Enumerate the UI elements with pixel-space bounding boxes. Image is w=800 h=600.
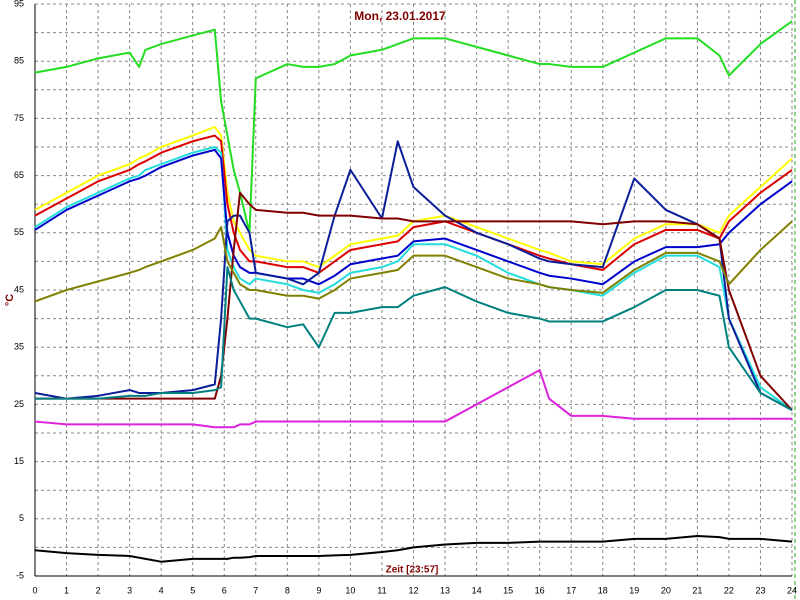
y-tick-label: 15 [14,456,24,466]
x-tick-label: 19 [629,585,639,595]
x-tick-label: 16 [535,585,545,595]
x-tick-label: 13 [440,585,450,595]
x-tick-label: 23 [755,585,765,595]
y-axis-label: °C [4,294,16,306]
y-tick-label: -5 [16,570,24,580]
chart-title: Mon, 23.01.2017 [354,9,446,23]
y-tick-label: 45 [14,284,24,294]
y-tick-label: 25 [14,399,24,409]
x-tick-label: 21 [692,585,702,595]
y-tick-label: 55 [14,227,24,237]
x-axis-label: Zeit [23:57] [386,565,439,576]
series-line [34,134,793,274]
series-line [34,148,793,286]
x-tick-label: 0 [32,585,37,595]
y-tick-label: 35 [14,342,24,352]
series-line [34,20,793,234]
x-tick-label: 10 [345,585,355,595]
series-line [34,534,793,563]
x-tick-label: 8 [285,585,290,595]
x-tick-label: 1 [64,585,69,595]
series-line [34,369,792,429]
x-tick-label: 22 [724,585,734,595]
series-line [35,266,793,411]
x-tick-label: 5 [190,585,195,595]
x-tick-label: 20 [661,585,671,595]
x-tick-label: 9 [316,585,321,595]
x-tick-label: 2 [96,585,101,595]
x-tick-label: 11 [377,585,386,595]
y-tick-label: 5 [19,513,24,523]
series-line [35,191,793,411]
x-tick-label: 18 [598,585,608,595]
x-tick-label: 15 [503,585,513,595]
series-line [34,146,793,411]
y-tick-label: 75 [14,113,24,123]
series-line [34,125,793,269]
x-tick-label: 7 [253,585,258,595]
x-tick-label: 17 [566,585,576,595]
series-line [34,220,793,303]
x-tick-label: 24 [787,585,797,595]
y-tick-label: 95 [14,0,24,8]
x-tick-label: 3 [127,585,132,595]
x-tick-label: 6 [222,585,227,595]
y-tick-label: 85 [14,56,24,66]
x-tick-label: 12 [408,585,418,595]
x-tick-label: 4 [159,585,164,595]
y-tick-label: 65 [14,170,24,180]
x-tick-label: 14 [472,585,482,595]
